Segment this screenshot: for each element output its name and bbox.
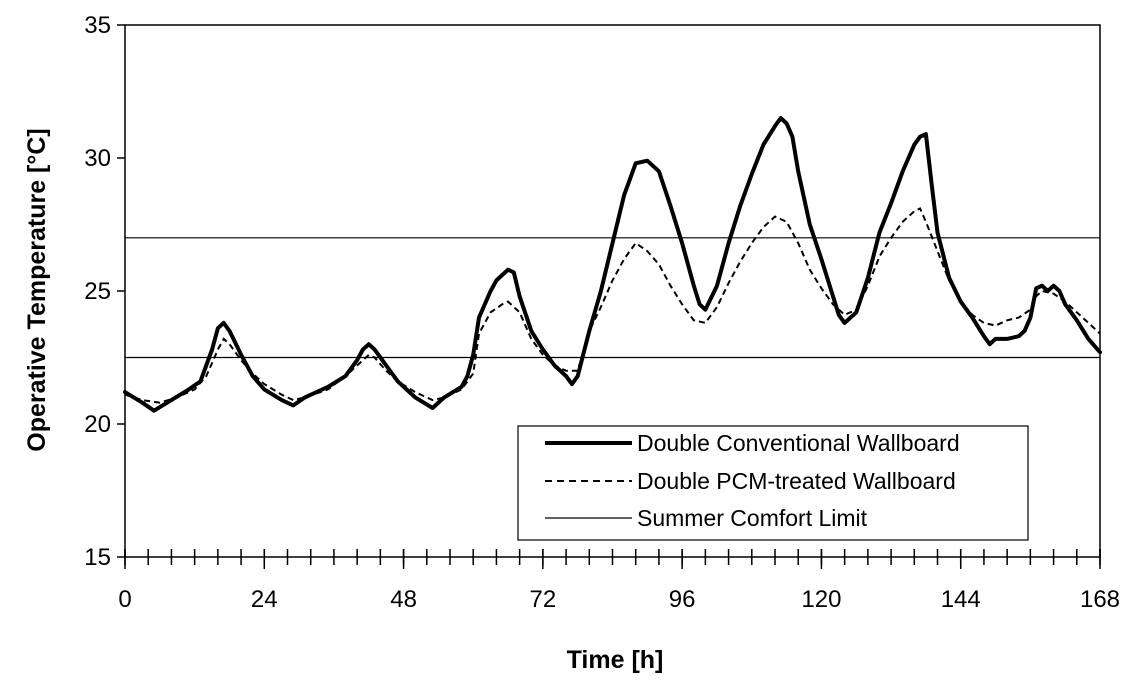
legend: Double Conventional Wallboard Double PCM… <box>517 425 1029 541</box>
legend-label-pcm: Double PCM-treated Wallboard <box>637 468 956 494</box>
x-tick-label: 0 <box>118 586 131 613</box>
y-axis-title: Operative Temperature [°C] <box>23 128 51 452</box>
x-tick-label: 144 <box>941 586 981 613</box>
x-tick-label: 96 <box>669 586 696 613</box>
y-tick-label: 20 <box>84 411 111 438</box>
x-tick-label: 120 <box>801 586 841 613</box>
legend-label-conventional: Double Conventional Wallboard <box>637 430 960 456</box>
axes <box>117 24 1101 569</box>
y-tick-label: 25 <box>84 278 111 305</box>
series-conventional-line <box>123 116 1102 413</box>
y-tick-label: 35 <box>84 12 111 39</box>
y-tick-label: 15 <box>84 544 111 571</box>
y-tick-label: 30 <box>84 145 111 172</box>
legend-label-comfort: Summer Comfort Limit <box>637 505 868 531</box>
x-tick-label: 72 <box>530 586 557 613</box>
series-lines <box>123 116 1102 413</box>
x-tick-label: 24 <box>251 586 278 613</box>
x-tick-label: 168 <box>1080 586 1120 613</box>
tick-labels: 0 24 48 72 96 120 144 168 15 20 25 30 35 <box>84 12 1120 613</box>
x-tick-label: 48 <box>390 586 417 613</box>
x-axis-title: Time [h] <box>567 646 664 674</box>
